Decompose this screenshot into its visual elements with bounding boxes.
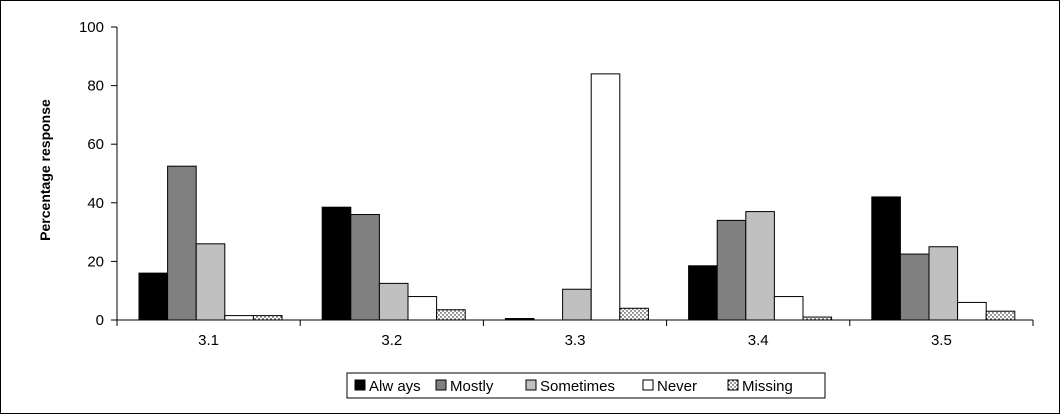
- bar-missing-3-5: [985, 310, 1016, 321]
- bar-missing-3-2: [436, 309, 466, 321]
- bar-sometimes-3-2: [378, 282, 409, 321]
- bar-missing-3-4: [802, 316, 833, 321]
- legend-label: Alw ays: [369, 378, 421, 395]
- x-axis: 3.1 3.2 3.3 3.4 3.5: [116, 319, 1034, 349]
- legend-label: Missing: [742, 378, 793, 395]
- bar-sometimes-3-3: [562, 288, 592, 321]
- bar-never-3-3: [590, 73, 621, 321]
- bar-sometimes-3-4: [745, 211, 775, 321]
- x-tick-label: 3.4: [748, 332, 769, 349]
- y-tick-label: 80: [87, 78, 104, 95]
- y-axis: 0 20 40 60 80 100: [79, 19, 118, 329]
- legend-box: [346, 372, 826, 399]
- bar-missing-3-3: [619, 307, 649, 321]
- legend-swatch: [354, 379, 366, 391]
- y-tick-label: 20: [87, 253, 104, 270]
- bar-always-3-4: [688, 265, 718, 321]
- bar-mostly-3-2: [350, 214, 380, 321]
- bar-always-3-1: [138, 272, 169, 321]
- legend: Alw ays Mostly Sometimes Never Missing: [346, 372, 826, 399]
- y-tick-label: 0: [96, 312, 104, 329]
- bar-sometimes-3-5: [928, 246, 959, 321]
- bars-group: [138, 73, 1016, 321]
- legend-swatch: [525, 379, 537, 391]
- legend-label: Sometimes: [540, 378, 615, 395]
- legend-swatch: [435, 379, 447, 391]
- y-tick-label: 60: [87, 136, 104, 153]
- y-tick-label: 100: [79, 19, 104, 36]
- bar-always-3-3: [504, 318, 535, 321]
- bar-sometimes-3-1: [195, 243, 226, 321]
- x-tick-label: 3.5: [931, 332, 952, 349]
- x-tick-label: 3.1: [198, 332, 219, 349]
- legend-swatch: [642, 379, 654, 391]
- bar-mostly-3-5: [899, 253, 930, 321]
- y-axis-title: Percentage response: [37, 99, 53, 241]
- bar-mostly-3-4: [716, 219, 747, 321]
- legend-label: Mostly: [450, 378, 494, 395]
- bar-never-3-1: [224, 315, 254, 321]
- legend-swatch: [727, 379, 739, 391]
- bar-always-3-2: [321, 206, 352, 321]
- y-tick-label: 40: [87, 195, 104, 212]
- x-tick-label: 3.3: [565, 332, 586, 349]
- bar-missing-3-1: [252, 315, 283, 321]
- bar-always-3-5: [871, 196, 901, 321]
- legend-label: Never: [657, 378, 697, 395]
- bar-never-3-2: [407, 296, 438, 321]
- bar-never-3-5: [957, 301, 987, 321]
- bar-mostly-3-1: [167, 165, 197, 321]
- x-tick-label: 3.2: [381, 332, 402, 349]
- bar-never-3-4: [773, 296, 804, 321]
